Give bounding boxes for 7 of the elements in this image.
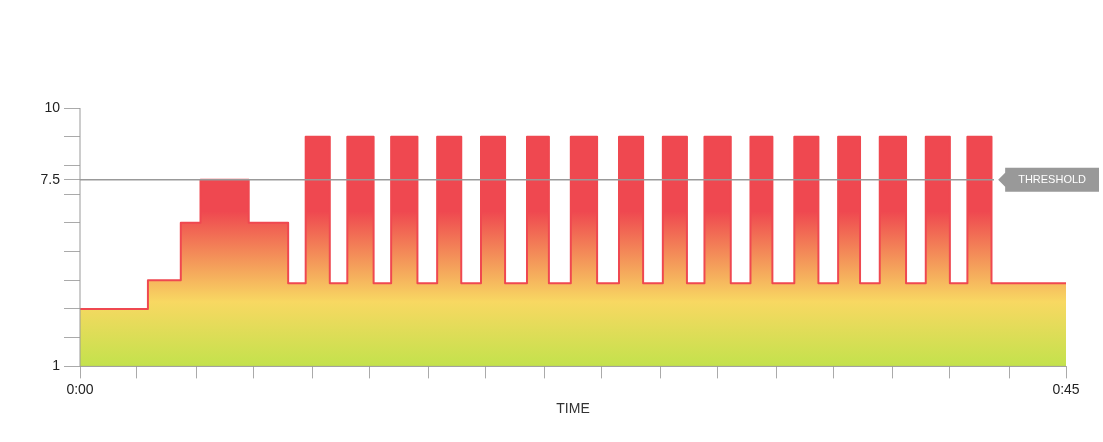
y-tick-label: 7.5 — [40, 170, 61, 187]
x-tick-label: 0:00 — [66, 380, 94, 397]
x-tick-label: 0:45 — [1052, 380, 1080, 397]
y-tick-label: 1 — [52, 357, 61, 374]
y-tick-label: 10 — [44, 98, 61, 115]
ref-line-label: THRESHOLD — [1018, 172, 1087, 185]
x-axis-title: TIME — [556, 400, 590, 417]
